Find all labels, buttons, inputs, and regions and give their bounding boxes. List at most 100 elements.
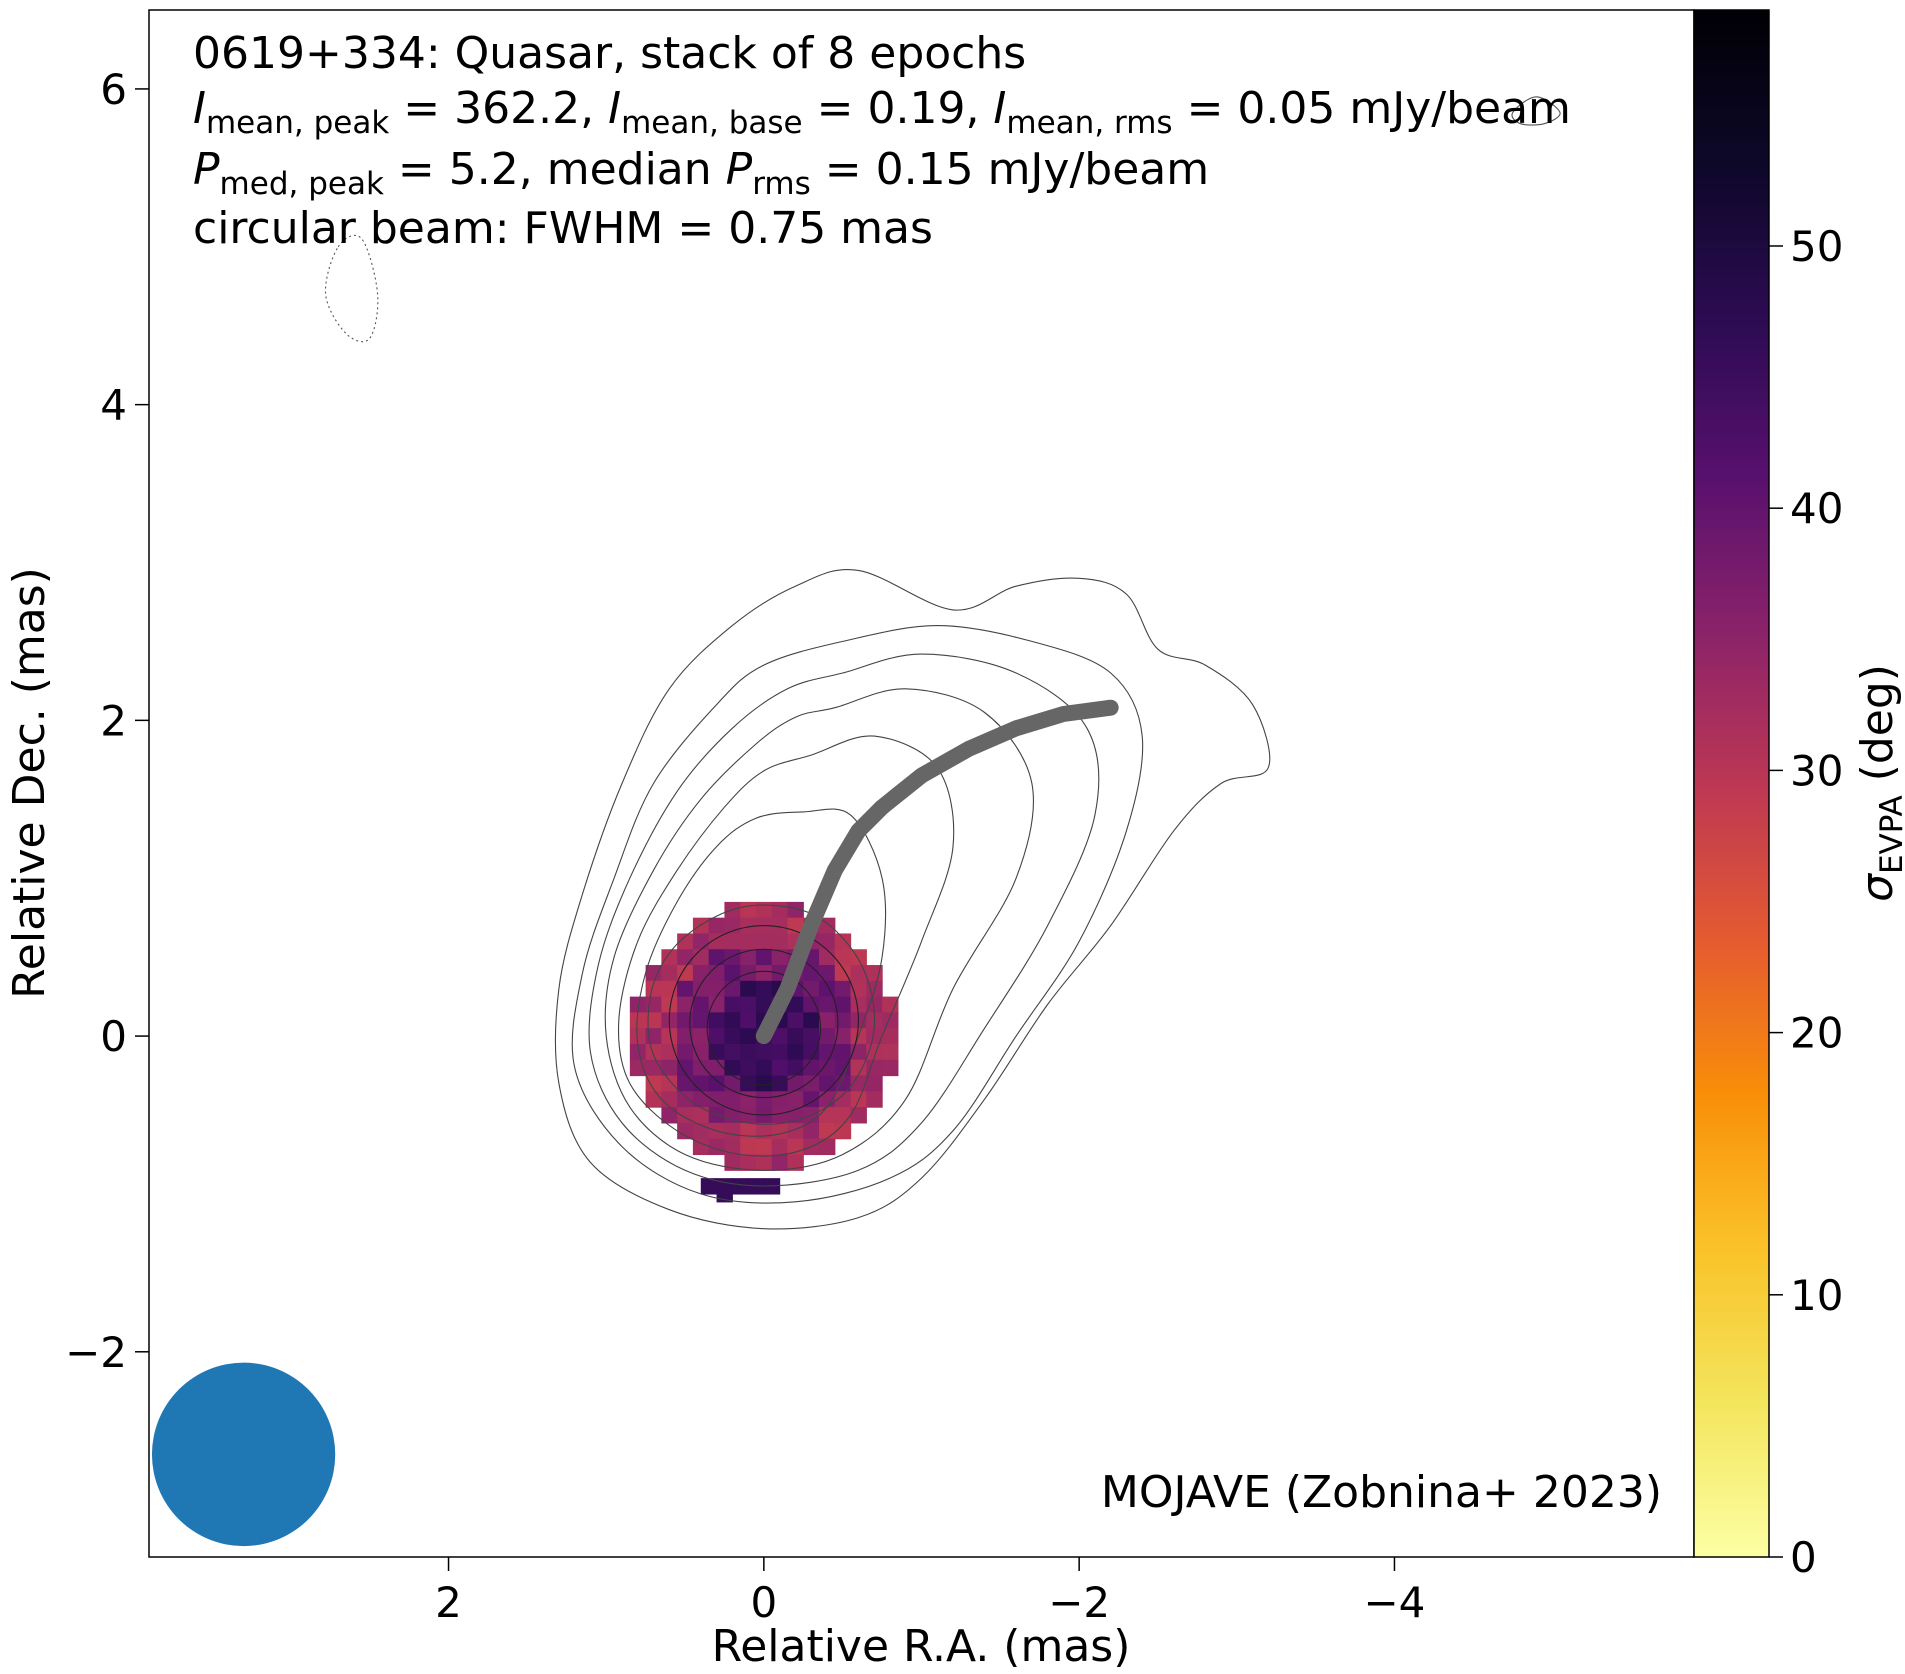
evpa-pixel <box>708 1059 726 1077</box>
evpa-pixel <box>803 1028 820 1045</box>
y-axis-label: Relative Dec. (mas) <box>4 567 55 999</box>
y-tick-label: 2 <box>100 696 127 745</box>
i-peak-value: 362.2 <box>454 83 580 134</box>
evpa-pixel <box>724 949 741 966</box>
evpa-pixel <box>645 1043 662 1061</box>
i-rms-value: 0.05 <box>1237 83 1335 134</box>
evpa-pixel <box>692 1107 710 1124</box>
contour-level-7 <box>647 904 876 1125</box>
evpa-pixel <box>803 965 820 982</box>
evpa-pixel <box>645 980 662 998</box>
evpa-pixel <box>661 1075 678 1092</box>
p-rms-value: 0.15 <box>876 144 974 195</box>
evpa-pixel <box>677 1028 694 1045</box>
colorbar-tick-label: 30 <box>1790 746 1843 795</box>
credit-label: MOJAVE (Zobnina+ 2023) <box>1101 1467 1662 1518</box>
evpa-pixel <box>708 1012 726 1029</box>
evpa-pixel <box>645 1075 662 1092</box>
evpa-pixel <box>740 901 757 919</box>
evpa-pixel <box>834 1012 852 1029</box>
evpa-pixel <box>692 996 710 1013</box>
evpa-pixel <box>692 965 710 982</box>
evpa-pixel <box>866 1075 883 1092</box>
evpa-pixel <box>771 1091 789 1108</box>
evpa-pixel <box>819 917 836 935</box>
evpa-pixel <box>819 1138 836 1156</box>
evpa-pixel <box>740 1091 757 1108</box>
evpa-pixel <box>708 1091 726 1108</box>
evpa-pixel <box>882 1012 899 1029</box>
evpa-pixel <box>708 933 726 950</box>
evpa-pixel <box>755 1138 773 1156</box>
evpa-pixel <box>866 1091 883 1108</box>
evpa-pixel <box>661 949 678 966</box>
evpa-pixel <box>819 1091 836 1108</box>
evpa-pixel <box>803 996 820 1013</box>
evpa-pixel <box>724 1043 741 1061</box>
evpa-pixel <box>771 1154 789 1171</box>
y-axis: −2 0 2 4 6 <box>65 65 149 1377</box>
evpa-pixel <box>771 1075 789 1092</box>
evpa-pixel <box>834 949 852 966</box>
evpa-pixel <box>866 1059 883 1077</box>
evpa-pixel <box>755 1091 773 1108</box>
evpa-pixel <box>645 1091 662 1108</box>
evpa-pixel <box>740 1043 757 1061</box>
colorbar-tick-label: 20 <box>1790 1009 1843 1058</box>
y-tick-label: 0 <box>100 1012 127 1061</box>
evpa-pixel <box>740 996 757 1013</box>
evpa-pixel <box>677 1091 694 1108</box>
colorbar-tick-label: 40 <box>1790 484 1843 533</box>
evpa-pixel <box>755 1122 773 1140</box>
evpa-pixel <box>740 917 757 935</box>
evpa-pixel <box>850 1059 867 1077</box>
evpa-pixel <box>834 965 852 982</box>
x-tick-label: 0 <box>750 1578 777 1627</box>
evpa-pixel <box>716 1186 733 1203</box>
colorbar-tick-label: 50 <box>1790 222 1843 271</box>
evpa-pixel <box>629 1043 647 1061</box>
x-axis-label: Relative R.A. (mas) <box>712 1621 1131 1672</box>
evpa-pixel <box>708 949 726 966</box>
contour-level-9 <box>689 948 839 1099</box>
evpa-pixel <box>692 980 710 998</box>
evpa-pixel <box>787 1059 804 1077</box>
evpa-pixel <box>740 1059 757 1077</box>
evpa-pixel <box>629 996 647 1013</box>
p-peak-value: 5.2 <box>449 144 519 195</box>
evpa-pixel <box>724 1075 741 1092</box>
evpa-pixel <box>708 996 726 1013</box>
contour-level-8 <box>668 925 859 1116</box>
evpa-pixel <box>850 949 867 966</box>
evpa-pixel <box>724 1059 741 1077</box>
contour-level-5 <box>617 735 955 1157</box>
evpa-pixel <box>771 933 789 950</box>
evpa-pixel <box>724 965 741 982</box>
evpa-pixel <box>834 1091 852 1108</box>
evpa-pixel <box>787 996 804 1013</box>
evpa-pixel <box>692 1075 710 1092</box>
evpa-pixel <box>850 996 867 1013</box>
evpa-pixel <box>771 917 789 935</box>
evpa-pixel <box>645 1059 662 1077</box>
evpa-pixel <box>677 1059 694 1077</box>
p-unit: mJy/beam <box>988 144 1210 195</box>
evpa-pixel <box>771 1107 789 1124</box>
evpa-pixel <box>882 1043 899 1061</box>
y-tick-label: 6 <box>100 65 127 114</box>
contour-level-2 <box>571 625 1144 1204</box>
evpa-pixel <box>740 1154 757 1171</box>
beam-ellipse <box>151 1362 336 1547</box>
evpa-pixel <box>803 980 820 998</box>
evpa-pixel <box>724 933 741 950</box>
evpa-pixel <box>819 1012 836 1029</box>
evpa-pixel <box>803 1075 820 1092</box>
evpa-pixel <box>661 1091 678 1108</box>
evpa-pixel <box>755 949 773 966</box>
evpa-pixel <box>771 1122 789 1140</box>
evpa-pixel <box>850 965 867 982</box>
evpa-pixel <box>645 965 662 982</box>
evpa-pixel <box>803 1059 820 1077</box>
evpa-pixel <box>708 917 726 935</box>
evpa-pixel <box>834 1122 852 1140</box>
